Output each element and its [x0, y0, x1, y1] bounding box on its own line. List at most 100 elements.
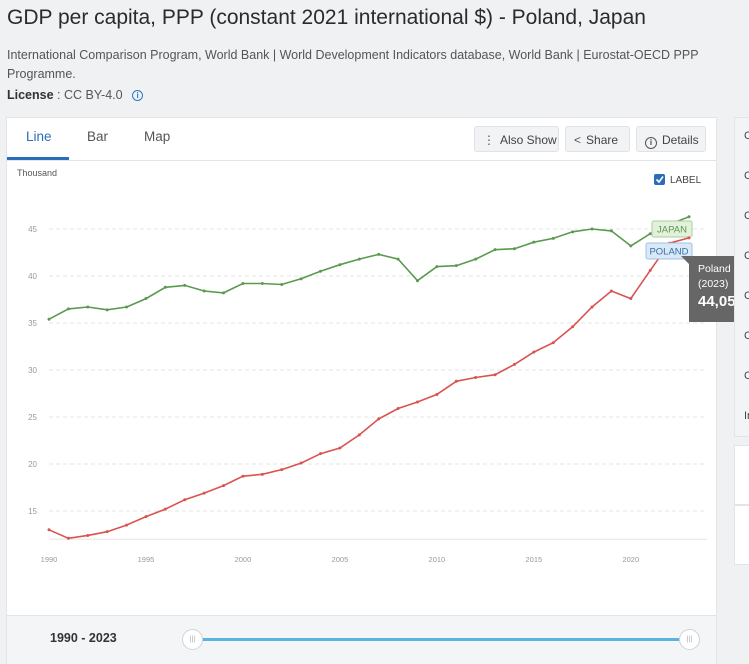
data-point-poland — [648, 268, 652, 272]
data-point-poland — [144, 515, 148, 519]
data-point-japan — [202, 289, 206, 293]
series-line-japan — [48, 216, 690, 320]
series-end-label-japan: JAPAN — [651, 220, 693, 238]
also-show-button[interactable]: ⋮ Also Show — [474, 126, 559, 152]
data-point-poland — [415, 400, 419, 404]
data-point-poland — [202, 491, 206, 495]
data-point-japan — [144, 297, 148, 301]
license-value: : CC BY-4.0 — [57, 88, 123, 102]
data-point-japan — [319, 269, 323, 273]
info-circle-icon: i — [645, 137, 657, 149]
data-point-japan — [377, 252, 381, 256]
data-point-poland — [629, 297, 633, 301]
y-tick-label: 45 — [28, 225, 37, 234]
side-box[interactable] — [734, 445, 749, 505]
tooltip-country: Poland — [698, 263, 731, 275]
active-tab-indicator — [7, 157, 69, 160]
data-point-poland — [474, 376, 478, 380]
label-checkbox — [654, 174, 665, 185]
share-button[interactable]: < Share — [565, 126, 630, 152]
y-tick-label: 15 — [28, 507, 37, 516]
data-point-japan — [241, 282, 245, 286]
series-label-text-poland: POLAND — [649, 247, 688, 258]
x-tick-label: 2000 — [235, 555, 252, 564]
data-point-poland — [183, 498, 187, 502]
y-tick-label: 30 — [28, 366, 37, 375]
series-label-box-poland — [645, 242, 693, 260]
data-point-poland — [241, 474, 245, 478]
details-label: Details — [662, 133, 699, 147]
tooltip-arrow — [681, 256, 689, 264]
side-item[interactable]: C — [744, 330, 749, 342]
data-point-japan — [590, 227, 594, 231]
data-point-poland — [377, 417, 381, 421]
year-range-label: 1990 - 2023 — [50, 631, 117, 645]
tab-bar[interactable]: Bar — [87, 129, 109, 144]
range-track[interactable] — [193, 638, 689, 641]
x-tick-label: 2015 — [526, 555, 543, 564]
data-point-japan — [105, 308, 109, 312]
page-title: GDP per capita, PPP (constant 2021 inter… — [7, 6, 646, 29]
x-tick-label: 2010 — [429, 555, 446, 564]
more-vertical-icon: ⋮ — [483, 133, 495, 147]
data-point-poland — [105, 530, 109, 534]
data-point-poland — [163, 507, 167, 511]
data-point-poland — [512, 362, 516, 366]
data-point-japan — [280, 282, 284, 286]
x-tick-label: 2005 — [332, 555, 349, 564]
data-point-japan — [532, 240, 536, 244]
side-item[interactable]: C — [744, 130, 749, 142]
tab-line[interactable]: Line — [26, 129, 52, 144]
data-point-japan — [66, 307, 70, 311]
label-toggle[interactable]: LABEL — [654, 174, 702, 186]
data-point-japan — [396, 257, 400, 261]
data-point-japan — [338, 263, 342, 267]
data-point-poland — [571, 325, 575, 329]
license-label: License — [7, 88, 54, 102]
y-tick-label: 20 — [28, 460, 37, 469]
data-point-poland — [125, 523, 129, 527]
data-point-poland — [66, 536, 70, 540]
y-tick-label: 35 — [28, 319, 37, 328]
data-point-poland — [435, 392, 439, 396]
data-point-poland — [299, 461, 303, 465]
data-point-poland — [551, 341, 555, 345]
info-icon[interactable]: i — [132, 90, 144, 101]
data-point-japan — [260, 282, 264, 286]
range-start-handle[interactable]: ||| — [182, 629, 203, 650]
data-point-poland — [222, 484, 226, 488]
side-item[interactable]: C — [744, 290, 749, 302]
data-point-japan — [357, 257, 361, 261]
details-button[interactable]: i Details — [636, 126, 706, 152]
data-point-japan — [454, 264, 458, 268]
tab-map[interactable]: Map — [144, 129, 171, 144]
series-line-poland — [48, 237, 690, 540]
side-item[interactable]: C — [744, 250, 749, 262]
range-end-handle[interactable]: ||| — [679, 629, 700, 650]
data-point-japan — [299, 277, 303, 281]
data-point-poland — [319, 452, 323, 456]
data-point-poland — [47, 528, 51, 532]
side-box[interactable] — [734, 505, 749, 565]
share-label: Share — [586, 133, 619, 147]
data-point-japan — [571, 230, 575, 234]
series-label-box-japan — [651, 220, 693, 238]
side-item[interactable]: C — [744, 210, 749, 222]
data-point-japan — [687, 215, 691, 219]
data-point-japan — [512, 247, 516, 251]
data-point-japan — [474, 257, 478, 261]
data-point-poland — [86, 533, 90, 537]
data-point-poland — [590, 305, 594, 309]
also-show-label: Also Show — [500, 133, 557, 147]
side-item[interactable]: In — [744, 410, 749, 422]
side-item[interactable]: C — [744, 170, 749, 182]
data-point-poland — [396, 407, 400, 411]
data-point-japan — [222, 291, 226, 295]
data-point-japan — [183, 283, 187, 287]
data-point-poland — [687, 236, 691, 240]
y-tick-label: 25 — [28, 413, 37, 422]
data-point-japan — [47, 317, 51, 321]
data-point-japan — [415, 279, 419, 283]
side-item[interactable]: C — [744, 370, 749, 382]
data-point-poland — [454, 379, 458, 383]
